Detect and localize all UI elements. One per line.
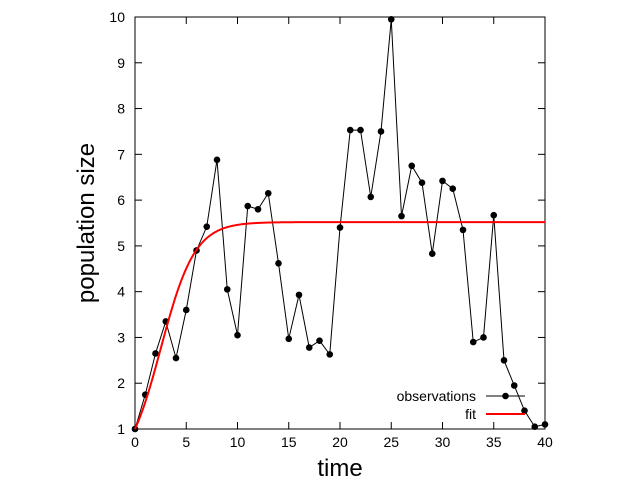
- data-point-observations: [152, 350, 159, 357]
- data-point-observations: [305, 344, 313, 351]
- x-tick-label: 25: [383, 434, 399, 450]
- x-tick-label: 35: [486, 434, 502, 450]
- data-point-observations: [449, 185, 457, 192]
- data-point-observations: [408, 162, 416, 170]
- data-point-observations: [500, 357, 508, 364]
- legend-label-observations: observations: [397, 388, 476, 404]
- data-point-observations: [264, 189, 272, 197]
- data-point-observations: [459, 226, 467, 234]
- y-tick-label: 3: [117, 329, 125, 345]
- data-point-observations: [213, 156, 221, 164]
- x-tick-label: 20: [332, 434, 348, 450]
- data-point-observations: [203, 223, 211, 230]
- data-point-observations: [182, 306, 190, 314]
- data-point-observations: [480, 334, 487, 341]
- data-point-observations: [275, 259, 282, 267]
- data-point-observations: [285, 335, 293, 343]
- data-point-observations: [346, 126, 354, 134]
- y-tick-label: 1: [117, 421, 125, 437]
- data-point-observations: [398, 212, 405, 220]
- data-point-observations: [254, 205, 262, 213]
- data-point-observations: [541, 421, 549, 428]
- y-tick-label: 5: [117, 238, 125, 254]
- legend-marker-observations: [502, 392, 509, 400]
- data-point-observations: [357, 126, 364, 134]
- y-tick-label: 2: [117, 375, 125, 391]
- data-point-observations: [316, 337, 323, 344]
- data-point-observations: [326, 351, 334, 358]
- x-axis-title: time: [317, 455, 362, 480]
- y-tick-label: 8: [117, 101, 125, 117]
- x-tick-label: 0: [131, 434, 139, 450]
- data-point-observations: [428, 250, 436, 257]
- x-tick-label: 15: [281, 434, 297, 450]
- data-point-observations: [172, 354, 180, 362]
- data-point-observations: [510, 382, 518, 389]
- legend-label-fit: fit: [465, 406, 476, 422]
- data-point-observations: [469, 338, 477, 346]
- data-point-observations: [234, 331, 241, 339]
- x-tick-label: 40: [537, 434, 553, 450]
- data-point-observations: [223, 286, 231, 293]
- y-tick-label: 10: [109, 9, 125, 25]
- legend: observations fit: [397, 388, 525, 422]
- data-point-observations: [295, 291, 303, 299]
- series-layer: [131, 15, 549, 433]
- data-point-observations: [377, 128, 385, 135]
- data-point-observations: [387, 15, 395, 23]
- y-tick-label: 9: [117, 55, 125, 71]
- data-point-observations: [418, 179, 426, 187]
- data-point-observations: [531, 423, 539, 431]
- series-line-observations: [134, 19, 546, 430]
- y-tick-label: 7: [117, 146, 125, 162]
- data-point-observations: [367, 193, 375, 201]
- y-axis-title: population size: [73, 143, 100, 303]
- data-point-observations: [521, 407, 528, 414]
- data-point-observations: [244, 202, 252, 210]
- x-tick-label: 30: [435, 434, 451, 450]
- y-tick-label: 4: [117, 284, 125, 300]
- x-tick-label: 10: [230, 434, 246, 450]
- data-point-observations: [490, 211, 498, 219]
- axis-tick-labels: 0 5 10 15 20 25 30 35 40 1 2 3 4 5 6 7 8 9 10: [109, 9, 553, 450]
- data-point-observations: [336, 224, 344, 231]
- y-tick-label: 6: [117, 192, 125, 208]
- x-tick-label: 5: [182, 434, 190, 450]
- series-line-fit: [134, 221, 545, 430]
- data-point-observations: [439, 177, 446, 185]
